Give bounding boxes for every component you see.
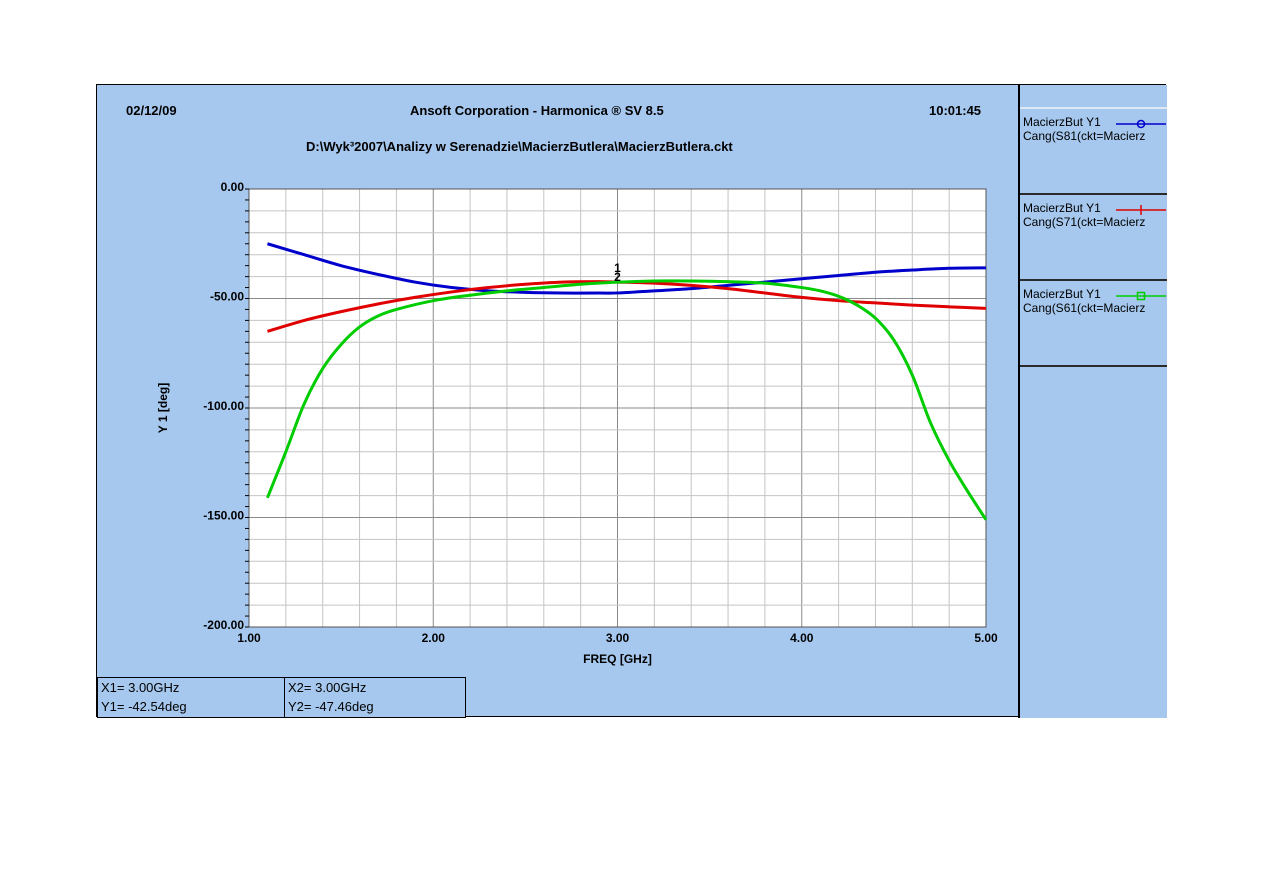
y-tick-label: -100.00 xyxy=(203,399,244,413)
readout-y2: Y2= -47.46deg xyxy=(288,699,374,714)
legend-entry-name: MacierzBut Y1 xyxy=(1023,287,1101,301)
legend-entry-expr: Cang(S81(ckt=Macierz xyxy=(1023,129,1146,143)
chart: 1.00 2.00 3.00 4.00 5.00 0.00 -50.00 -100.00 -15… xyxy=(156,180,998,666)
y-tick-label: -200.00 xyxy=(203,618,244,632)
readout-marker-2: X2= 3.00GHz Y2= -47.46deg xyxy=(284,677,466,718)
legend-plus-marker-icon xyxy=(1116,205,1166,215)
header-time: 10:01:45 xyxy=(929,103,982,118)
x-tick-label: 2.00 xyxy=(422,631,446,645)
series-line-1 xyxy=(266,242,987,295)
legend-panel: MacierzBut Y1 Cang(S81(ckt=Macierz Macie… xyxy=(1018,85,1167,718)
x-axis-label: FREQ [GHz] xyxy=(583,652,652,666)
header-title: Ansoft Corporation - Harmonica ® SV 8.5 xyxy=(410,103,664,118)
legend-entry-name: MacierzBut Y1 xyxy=(1023,201,1101,215)
header-path: D:\Wyk³2007\Analizy w Serenadzie\Macierz… xyxy=(306,139,733,154)
x-tick-label: 5.00 xyxy=(974,631,998,645)
y-tick-label: -150.00 xyxy=(203,509,244,523)
marker-2-label: 2 xyxy=(614,270,621,284)
x-tick-label: 3.00 xyxy=(606,631,630,645)
legend-entry-s71[interactable]: MacierzBut Y1 Cang(S71(ckt=Macierz xyxy=(1020,195,1167,281)
legend-circle-marker-icon xyxy=(1116,119,1166,129)
y-axis-label: Y 1 [deg] xyxy=(156,383,170,433)
plot-window: 02/12/09 Ansoft Corporation - Harmonica … xyxy=(96,84,1167,718)
legend-square-marker-icon xyxy=(1116,291,1166,301)
y-tick-label: -50.00 xyxy=(210,290,244,304)
x-tick-label: 4.00 xyxy=(790,631,814,645)
readout-y1: Y1= -42.54deg xyxy=(101,699,187,714)
y-tick-label: 0.00 xyxy=(221,180,245,194)
legend-entry-name: MacierzBut Y1 xyxy=(1023,115,1101,129)
header-date: 02/12/09 xyxy=(126,103,177,118)
legend-entry-expr: Cang(S61(ckt=Macierz xyxy=(1023,301,1146,315)
readout-marker-1: X1= 3.00GHz Y1= -42.54deg xyxy=(97,677,286,718)
legend-entry-s61[interactable]: MacierzBut Y1 Cang(S61(ckt=Macierz xyxy=(1020,281,1167,367)
legend-entry-expr: Cang(S71(ckt=Macierz xyxy=(1023,215,1146,229)
legend-entry-s81[interactable]: MacierzBut Y1 Cang(S81(ckt=Macierz xyxy=(1020,109,1167,195)
readout-x1: X1= 3.00GHz xyxy=(101,680,180,695)
marker-1-label: 1 xyxy=(614,261,621,275)
x-tick-label: 1.00 xyxy=(237,631,261,645)
readout-x2: X2= 3.00GHz xyxy=(288,680,367,695)
series-line-3 xyxy=(266,279,988,521)
